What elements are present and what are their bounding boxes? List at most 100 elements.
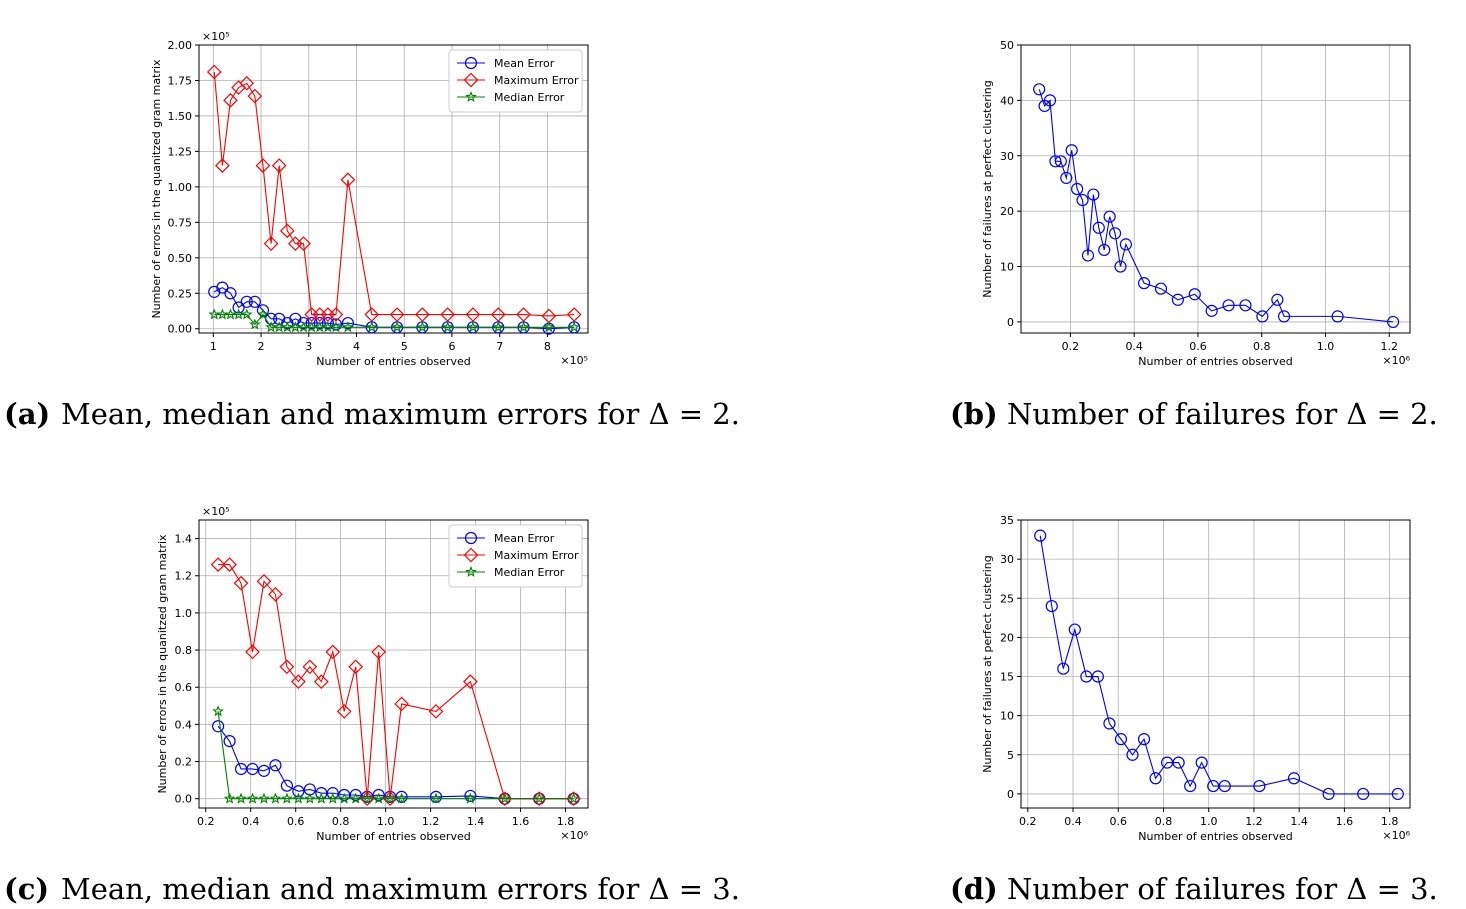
x-tick-label: 4 [353,340,360,353]
caption-text: Mean, median and maximum errors for Δ = … [61,397,740,431]
series-failures [1034,529,1404,801]
data-point [1126,748,1139,761]
data-point [1033,83,1046,96]
series-line [214,313,575,328]
data-point [1271,293,1284,306]
data-point [463,674,478,690]
x-tick-label: 1.6 [1336,815,1354,828]
data-point [302,659,318,675]
axes-frame [1020,44,1411,334]
x-tick-label: 1.6 [512,815,530,828]
data-point [1172,756,1185,769]
data-point [430,792,442,804]
caption-tag: (a) [4,397,50,431]
x-tick-label: 0.8 [1253,340,1271,353]
y-tick-label: 40 [1000,94,1014,107]
data-point [1331,310,1344,323]
data-point [467,321,479,333]
data-point [566,791,581,807]
y-tick-label: 1.75 [168,74,193,87]
chart-panel-c: 0.2 0.4 0.6 0.8 1.0 1.2 1.4 1.6 1.8 0.0 0.2 0.4 0.6 0… [156,505,589,843]
x-axis-label: Number of entries observed [316,355,470,368]
y-tick-label: 30 [1000,150,1014,163]
x-tick-label: 1.2 [1245,815,1263,828]
caption-tag: (d) [950,872,998,906]
x-axis-multiplier: ×10⁶ [560,829,588,842]
data-point [212,720,225,733]
data-point [428,704,444,719]
x-axis-label: Number of entries observed [1138,830,1292,843]
data-point [297,316,310,330]
y-tick-label: 15 [1000,671,1014,684]
data-point [342,321,354,333]
y-tick-label: 1.0 [175,607,193,620]
axes-frame [198,44,589,334]
x-tick-label: 0.8 [332,815,350,828]
series-line [218,564,574,800]
y-tick-label: 5 [1007,749,1014,762]
data-point [304,792,316,804]
caption-tag: (b) [950,397,998,431]
y-tick-label: 0.00 [168,323,193,336]
data-point [1218,779,1231,793]
data-point [291,674,306,690]
x-tick-label: 1.4 [1290,815,1308,828]
x-axis-label: Number of entries observed [1138,355,1292,368]
data-point [1253,779,1266,793]
x-tick-label: 0.6 [1110,815,1128,828]
data-point [1119,238,1133,251]
data-point [499,792,511,804]
data-point [315,792,328,804]
data-point [490,307,506,322]
data-point [1071,182,1084,196]
caption-a: (a) Mean, median and maximum errors for Δ… [4,397,740,431]
x-tick-label: 0.4 [1064,815,1082,828]
data-point [328,307,344,322]
x-tick-label: 0.8 [1155,815,1173,828]
y-tick-label: 20 [1000,205,1014,218]
data-point [441,321,454,333]
data-point [340,172,356,188]
data-point [568,321,580,333]
legend-marker [464,56,478,70]
data-point [212,705,224,717]
x-tick-label: 0.2 [1019,815,1037,828]
legend-entry: Maximum Error [494,74,579,87]
data-point [321,316,334,330]
data-point [279,223,295,239]
legend-marker [464,531,478,545]
data-point [382,791,398,807]
y-tick-label: 10 [1000,261,1014,274]
legend-entry: Mean Error [494,532,555,545]
series-line [1038,89,1394,323]
data-point [1391,787,1404,801]
y-tick-label: 1.2 [175,570,193,583]
caption-tag: (c) [4,872,49,906]
data-point [313,316,326,330]
axes-frame [198,519,589,809]
data-point [464,789,477,803]
y-axis-label: Number of failures at perfect clustering [981,555,994,773]
data-point [1322,787,1335,801]
data-point [465,307,481,322]
series-maximum-error [210,557,581,807]
legend-marker [463,547,479,563]
legend: Mean Error Maximum Error Median Error [448,524,583,588]
y-tick-label: 0.6 [175,681,193,694]
y-tick-label: 20 [1000,631,1014,644]
x-tick-label: 0.4 [1125,340,1143,353]
data-point [206,64,222,80]
data-point [395,792,408,804]
data-point [269,792,282,804]
data-point [240,308,253,320]
data-point [348,659,364,675]
x-tick-label: 1.0 [377,815,395,828]
data-point [1092,221,1105,234]
data-point [1087,188,1100,201]
y-tick-label: 1.50 [168,110,193,123]
data-point [1068,623,1081,636]
legend-entry: Median Error [494,91,565,104]
x-tick-label: 1 [210,340,217,353]
data-point [216,281,229,294]
data-point [235,792,247,804]
